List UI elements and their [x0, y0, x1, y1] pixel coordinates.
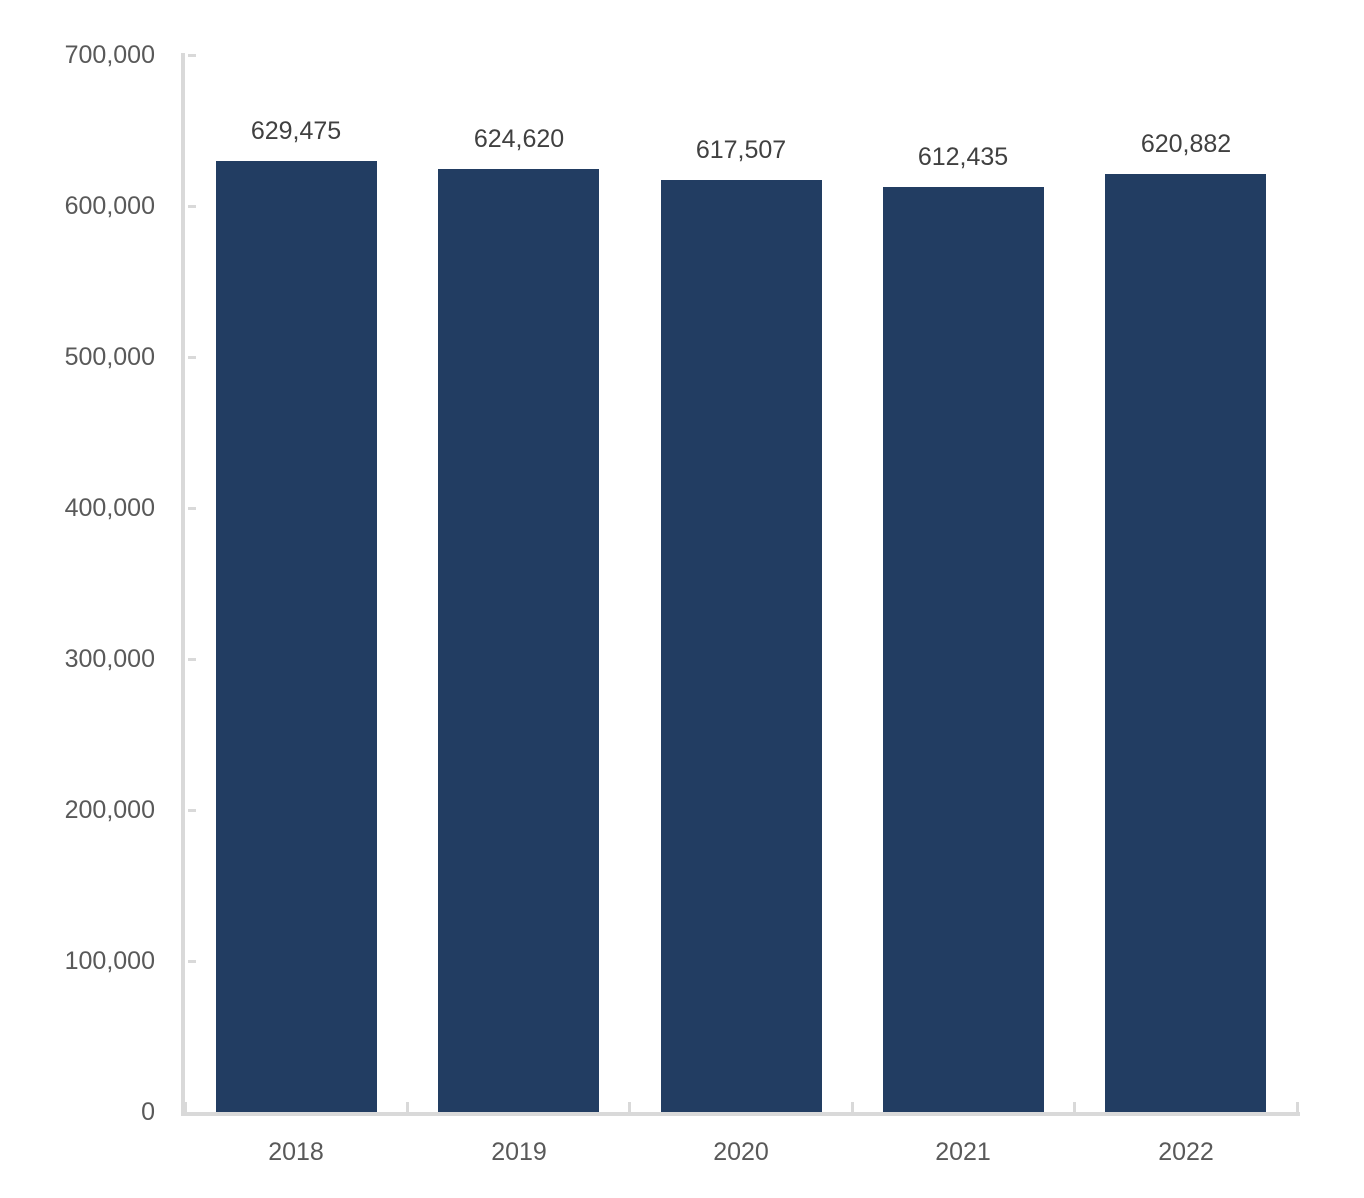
y-tick-label: 300,000 — [64, 645, 155, 673]
y-tick — [188, 356, 196, 359]
y-tick — [188, 960, 196, 963]
x-tick-label: 2021 — [935, 1138, 991, 1166]
bar-2022 — [1105, 174, 1266, 1112]
x-tick — [628, 1102, 631, 1112]
y-tick-label: 400,000 — [64, 494, 155, 522]
bar-value-label: 624,620 — [473, 125, 565, 153]
bar-value-label: 620,882 — [1140, 130, 1232, 158]
y-tick-label: 100,000 — [64, 947, 155, 975]
bar-2019 — [438, 169, 599, 1112]
x-tick-label: 2022 — [1158, 1138, 1214, 1166]
x-tick-label: 2019 — [491, 1138, 547, 1166]
y-tick — [188, 507, 196, 510]
bar-value-label: 617,507 — [695, 136, 787, 164]
bar-2018 — [216, 161, 377, 1112]
y-tick-label: 600,000 — [64, 192, 155, 220]
y-tick-label: 700,000 — [64, 41, 155, 69]
y-tick-label: 200,000 — [64, 796, 155, 824]
x-tick — [406, 1102, 409, 1112]
bar-2020 — [661, 180, 822, 1112]
x-tick — [1296, 1102, 1299, 1112]
x-tick-label: 2018 — [268, 1138, 324, 1166]
y-axis-line — [181, 53, 185, 1116]
bar-value-label: 629,475 — [250, 117, 342, 145]
x-tick — [851, 1102, 854, 1112]
x-tick-label: 2020 — [713, 1138, 769, 1166]
y-tick — [188, 205, 196, 208]
bar-2021 — [883, 187, 1044, 1112]
y-tick — [188, 809, 196, 812]
y-tick — [188, 54, 196, 57]
x-axis-line — [184, 1112, 1300, 1116]
bar-value-label: 612,435 — [917, 143, 1009, 171]
y-tick-label: 500,000 — [64, 343, 155, 371]
x-tick — [184, 1102, 187, 1112]
y-tick — [188, 658, 196, 661]
x-tick — [1073, 1102, 1076, 1112]
y-tick-label: 0 — [141, 1098, 155, 1126]
